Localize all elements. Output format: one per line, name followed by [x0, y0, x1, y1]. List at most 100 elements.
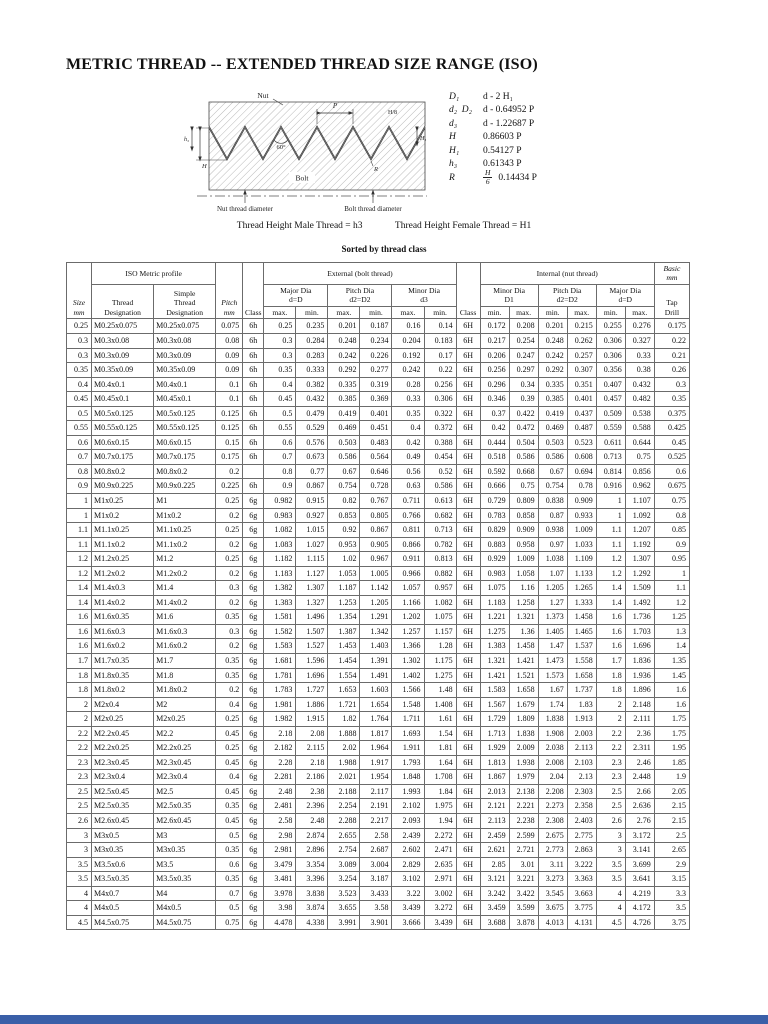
cell-thread_designation: M0.6x0.15 [91, 434, 155, 451]
header-basic-mm: Basic mm [653, 262, 691, 285]
bolt-label: Bolt [296, 174, 310, 183]
group-header-int-minor-dia: Minor Dia D1 [479, 283, 539, 307]
cell-size: 4 [65, 900, 93, 916]
cell-major_dia_max: 2.281 [263, 769, 297, 785]
pitch-label: P [332, 102, 338, 110]
cell-pitch_dia_min_int: 1.473 [537, 653, 568, 669]
table-row: 2.2 M2.2x0.25 M2.2x0.25 0.25 6g 2.182 2.115 2.0… [65, 740, 691, 756]
cell-class_ext: 6g [242, 580, 265, 596]
cell-class_ext: 6h [242, 478, 265, 494]
thread-height-caption: Thread Height Male Thread = h3 Thread He… [0, 221, 768, 231]
cell-pitch_dia_max_int: 2.303 [566, 783, 597, 800]
cell-pitch_dia_min: 0.187 [359, 318, 393, 334]
cell-pitch_dia_min_int: 3.273 [537, 871, 568, 887]
cell-minor_dia_max: 1.302 [391, 653, 425, 669]
cell-major_dia_min_int: 4 [595, 885, 626, 902]
cell-major_dia_min: 3.396 [295, 871, 329, 887]
cell-class_int: 6H [455, 638, 481, 654]
cell-minor_dia_max_int: 0.247 [508, 347, 539, 364]
cell-minor_dia_max: 0.42 [391, 434, 425, 451]
cell-minor_dia_max_int: 1.16 [508, 580, 539, 596]
cell-size: 2 [65, 696, 93, 713]
table-row: 0.35 M0.35x0.09 M0.35x0.09 0.09 6h 0.35 0.333 0… [65, 362, 691, 378]
cell-minor_dia_min_int: 1.729 [479, 711, 510, 727]
cell-pitch: 0.2 [215, 682, 244, 698]
cell-class_int: 6H [455, 478, 481, 494]
cell-minor_dia_max_int: 0.75 [508, 478, 539, 494]
cell-major_dia_min_int: 1.6 [595, 609, 626, 625]
cell-class_ext: 6g [242, 551, 265, 567]
cell-major_dia_min: 0.235 [295, 318, 329, 334]
cell-minor_dia_max_int: 0.208 [508, 318, 539, 334]
cell-class_ext: 6h [242, 376, 265, 393]
cell-tap_drill: 1.75 [653, 725, 691, 742]
cell-major_dia_min_int: 0.407 [595, 376, 626, 393]
cell-minor_dia_max_int: 1.258 [508, 594, 539, 611]
cell-minor_dia_min_int: 3.688 [479, 914, 510, 931]
cell-minor_dia_min: 1.075 [423, 609, 457, 625]
cell-major_dia_max: 2.48 [263, 783, 297, 800]
col-header-min: min. [537, 305, 568, 320]
r-leader-line [370, 160, 374, 167]
cell-major_dia_min: 2.186 [295, 769, 329, 785]
angle-label: 60° [276, 144, 286, 151]
cell-minor_dia_min: 2.971 [423, 871, 457, 887]
formula-expression: d - 1.22687 P [483, 118, 535, 129]
cell-major_dia_min: 0.333 [295, 362, 329, 378]
cell-minor_dia_min: 1.81 [423, 740, 457, 756]
cell-major_dia_max: 2.28 [263, 754, 297, 771]
cell-major_dia_max_int: 0.856 [624, 463, 655, 480]
group-header-int-pitch-dia: Pitch Dia d2=D2 [537, 283, 597, 307]
cell-major_dia_min: 1.027 [295, 536, 329, 553]
cell-major_dia_min: 0.77 [295, 463, 329, 480]
cell-thread_designation: M4.5x0.75 [91, 914, 155, 931]
cell-minor_dia_max_int: 0.958 [508, 536, 539, 553]
cell-class_int: 6H [455, 725, 481, 742]
cell-pitch: 0.25 [215, 551, 244, 567]
group-header-iso-profile: ISO Metric profile [91, 262, 217, 285]
cell-pitch_dia_max: 0.385 [327, 391, 361, 407]
cell-minor_dia_min: 1.84 [423, 783, 457, 800]
cell-tap_drill: 1.6 [653, 696, 691, 713]
cell-simple_designation: M1.6 [153, 609, 217, 625]
cell-major_dia_min_int: 1 [595, 492, 626, 509]
cell-minor_dia_max: 2.102 [391, 798, 425, 815]
cell-major_dia_min_int: 0.814 [595, 463, 626, 480]
formula-expression: 0.86603 P [483, 132, 522, 143]
cell-simple_designation: M0.8x0.2 [153, 463, 217, 480]
cell-pitch_dia_min: 1.342 [359, 623, 393, 640]
cell-pitch: 0.25 [215, 740, 244, 756]
cell-pitch: 0.5 [215, 900, 244, 916]
cell-major_dia_min_int: 0.611 [595, 434, 626, 451]
cell-major_dia_max: 3.481 [263, 871, 297, 887]
cell-major_dia_min: 2.38 [295, 783, 329, 800]
col-header-min: min. [359, 305, 393, 320]
cell-size: 1.8 [65, 667, 93, 684]
cell-class_int: 6H [455, 856, 481, 873]
cell-minor_dia_max: 0.204 [391, 332, 425, 349]
cell-pitch: 0.3 [215, 623, 244, 640]
cell-minor_dia_max: 0.711 [391, 492, 425, 509]
formula-symbol: R [449, 172, 455, 183]
cell-class_ext: 6h [242, 420, 265, 436]
cell-pitch_dia_min_int: 0.201 [537, 318, 568, 334]
cell-class_int: 6H [455, 405, 481, 422]
cell-pitch_dia_min: 1.954 [359, 769, 393, 785]
cell-thread_designation: M4x0.5 [91, 900, 155, 916]
cell-simple_designation: M1.7 [153, 653, 217, 669]
cell-pitch_dia_max_int: 1.333 [566, 594, 597, 611]
cell-class_int: 6H [455, 798, 481, 815]
cell-major_dia_min_int: 0.306 [595, 332, 626, 349]
cell-major_dia_min_int: 4 [595, 900, 626, 916]
cell-size: 1.7 [65, 653, 93, 669]
cell-major_dia_min: 1.127 [295, 565, 329, 582]
cell-simple_designation: M3.5 [153, 856, 217, 873]
cell-major_dia_max_int: 1.936 [624, 667, 655, 684]
cell-major_dia_max_int: 2.66 [624, 783, 655, 800]
cell-pitch_dia_min_int: 3.11 [537, 856, 568, 873]
cell-major_dia_min: 1.696 [295, 667, 329, 684]
table-row: 0.3 M0.3x0.09 M0.3x0.09 0.09 6h 0.3 0.283 0.242… [65, 347, 691, 364]
cell-minor_dia_max_int: 3.221 [508, 871, 539, 887]
cell-major_dia_min: 1.596 [295, 653, 329, 669]
cell-pitch_dia_max: 2.02 [327, 740, 361, 756]
